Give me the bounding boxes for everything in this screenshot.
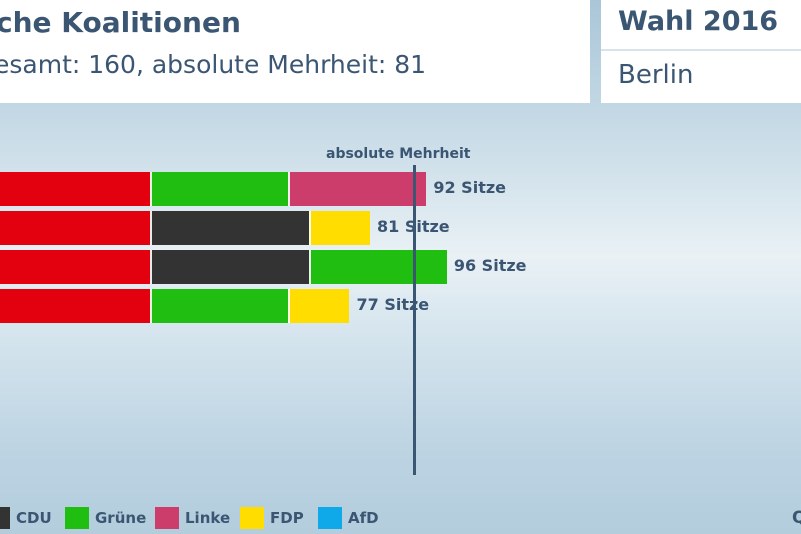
- legend-item-linke: Linke: [155, 507, 230, 529]
- legend-swatch: [240, 507, 264, 529]
- legend-label: FDP: [270, 509, 304, 527]
- bar-segment-cdu: [149, 211, 309, 245]
- majority-label: absolute Mehrheit: [326, 146, 471, 162]
- coalition-bar: [0, 289, 350, 323]
- bar-segment-fdp: [288, 289, 350, 323]
- legend-swatch: [0, 507, 10, 529]
- election-title: Wahl 2016: [618, 6, 779, 37]
- legend-item-cdu: CDU: [0, 507, 52, 529]
- coalition-bar: [0, 172, 427, 206]
- bar-segment-spd: [0, 250, 150, 284]
- seat-count-label: 96 Sitze: [453, 256, 527, 275]
- seat-count-label: 92 Sitze: [433, 178, 506, 197]
- bar-segment-spd: [0, 289, 150, 323]
- corner-text: Q: [792, 508, 801, 528]
- header-panel: che Koalitionen esamt: 160, absolute Meh…: [0, 0, 590, 103]
- legend-swatch: [318, 507, 342, 529]
- legend-item-fdp: FDP: [240, 507, 304, 529]
- election-panel: [601, 0, 801, 103]
- bar-segment-grüne: [149, 172, 289, 206]
- bar-segment-spd: [0, 211, 150, 245]
- bar-segment-linke: [288, 172, 427, 206]
- legend-label: AfD: [348, 509, 379, 527]
- legend-swatch: [155, 507, 179, 529]
- bar-segment-spd: [0, 172, 150, 206]
- legend-label: Linke: [185, 509, 231, 527]
- coalition-bar: [0, 211, 370, 245]
- chart-subtitle: esamt: 160, absolute Mehrheit: 81: [0, 50, 427, 79]
- legend-item-grüne: Grüne: [65, 507, 146, 529]
- bar-segment-grüne: [149, 289, 289, 323]
- panel-divider: [601, 49, 801, 51]
- bar-segment-cdu: [149, 250, 309, 284]
- legend-label: Grüne: [95, 509, 147, 527]
- majority-line: [413, 165, 416, 475]
- legend-swatch: [65, 507, 89, 529]
- legend-item-afd: AfD: [318, 507, 379, 529]
- bar-segment-fdp: [308, 211, 370, 245]
- bar-segment-grüne: [308, 250, 447, 284]
- location-label: Berlin: [618, 60, 694, 90]
- legend-label: CDU: [16, 509, 52, 527]
- seat-count-label: 77 Sitze: [356, 295, 430, 314]
- chart-title: che Koalitionen: [0, 6, 241, 39]
- coalition-bar: [0, 250, 447, 284]
